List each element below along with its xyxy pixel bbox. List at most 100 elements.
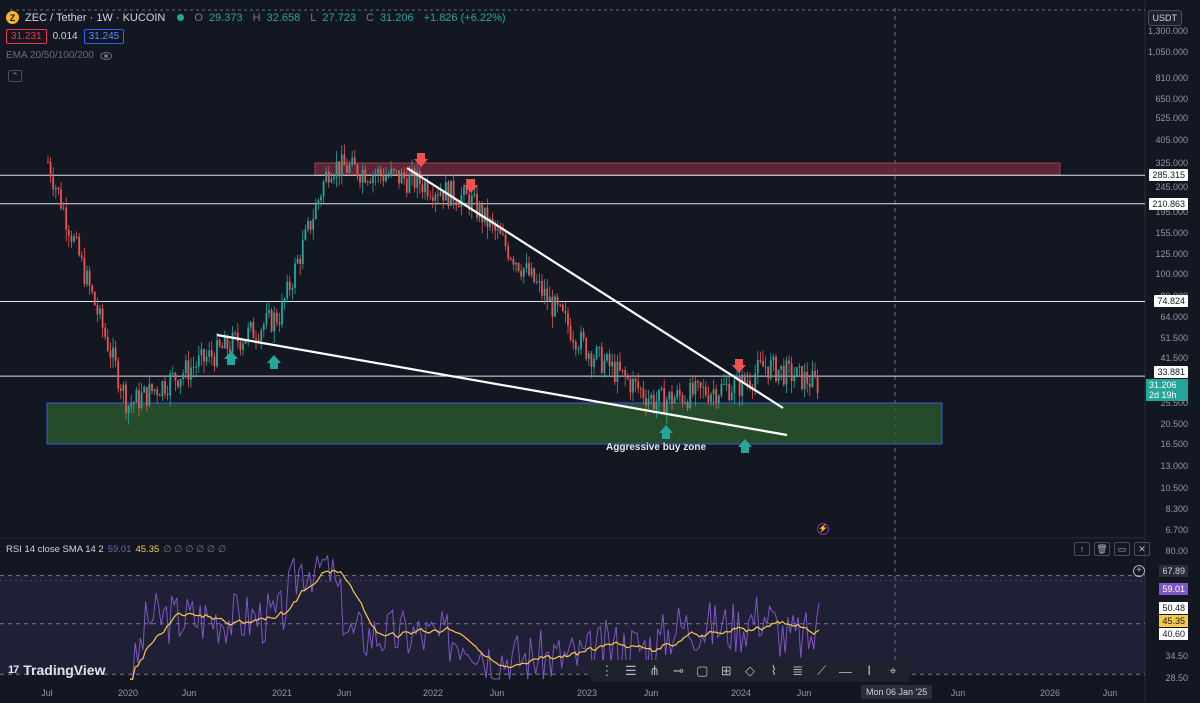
- price-axis-label: 810.000: [1155, 73, 1188, 83]
- candle-body: [109, 350, 112, 358]
- candle-body: [481, 204, 484, 223]
- candle-body: [299, 258, 302, 264]
- candle-body: [335, 161, 338, 177]
- candle-body: [811, 370, 814, 388]
- candle-body: [322, 181, 325, 197]
- candle-body: [712, 389, 715, 395]
- rsi-axis-label: 28.50: [1165, 673, 1188, 683]
- trend-line-icon[interactable]: ⟋: [816, 663, 827, 678]
- candle-body: [546, 288, 549, 302]
- horizontal-ray-icon[interactable]: ⊸: [673, 663, 684, 678]
- time-axis-label: 2023: [576, 688, 598, 698]
- candle-body: [291, 287, 294, 290]
- pin-icon[interactable]: ⌖: [889, 663, 897, 678]
- candle-body: [470, 195, 473, 210]
- ema-legend-label: EMA 20/50/100/200: [6, 50, 94, 61]
- bar-countdown: 2d 19h: [1149, 390, 1177, 400]
- measure-icon[interactable]: ⊞: [720, 663, 732, 678]
- spread-value: 0.014: [52, 31, 78, 42]
- candle-body: [509, 258, 512, 260]
- candle-body: [785, 360, 788, 385]
- candle-body: [99, 308, 101, 315]
- candle-body: [294, 263, 296, 288]
- price-axis-label: 64.000: [1160, 312, 1188, 322]
- buy-arrow-icon: [738, 439, 752, 453]
- candle-body: [512, 259, 515, 265]
- candle-body: [491, 218, 494, 224]
- candle-body: [255, 338, 257, 340]
- candle-body: [117, 360, 120, 389]
- move-pane-up-icon[interactable]: ↑: [1074, 542, 1090, 556]
- collapse-legend-button[interactable]: ⌃: [8, 70, 22, 82]
- candle-body: [468, 194, 471, 210]
- horizontal-line-icon[interactable]: —: [838, 663, 852, 679]
- candle-body: [814, 370, 816, 377]
- pitchfork-icon[interactable]: ⋔: [649, 663, 661, 678]
- candle-body: [70, 235, 73, 242]
- candle-body: [434, 194, 437, 201]
- candle-body: [151, 383, 153, 391]
- candle-body: [392, 168, 395, 171]
- upper-trend-line: [406, 167, 784, 409]
- candle-body: [268, 310, 270, 314]
- candle-body: [593, 358, 595, 367]
- candle-body: [426, 181, 429, 197]
- horizontal-lines-icon[interactable]: ☰: [624, 663, 637, 678]
- add-plus-icon[interactable]: +: [1133, 565, 1145, 577]
- candle-body: [210, 350, 213, 357]
- candle-body: [216, 339, 218, 367]
- candle-body: [208, 350, 211, 357]
- currency-button[interactable]: USDT: [1147, 10, 1182, 26]
- candle-body: [221, 345, 224, 349]
- delete-pane-icon[interactable]: 🗑: [1094, 542, 1110, 556]
- lightning-icon[interactable]: ⚡: [817, 523, 829, 535]
- candle-body: [764, 366, 767, 368]
- ema-legend[interactable]: EMA 20/50/100/200: [6, 50, 112, 61]
- candle-body: [114, 347, 117, 361]
- candle-body: [398, 170, 400, 184]
- buy-button[interactable]: 31.245: [83, 29, 125, 44]
- candle-body: [364, 169, 367, 183]
- candle-body: [598, 346, 601, 348]
- candle-body: [296, 258, 299, 264]
- symbol-title[interactable]: ZEC / Tether · 1W · KUCOIN: [25, 11, 166, 24]
- rsi-legend[interactable]: RSI 14 close SMA 14 2 59.01 45.35 ∅ ∅ ∅ …: [6, 544, 226, 555]
- candle-body: [707, 395, 710, 402]
- candle-body: [169, 373, 172, 396]
- rectangle-icon[interactable]: ▢: [696, 663, 709, 678]
- fib-icon[interactable]: ≣: [792, 663, 804, 678]
- candle-body: [73, 236, 75, 242]
- candle-body: [556, 296, 559, 305]
- candle-body: [452, 180, 455, 202]
- candle-body: [249, 322, 252, 328]
- candle-body: [637, 381, 640, 389]
- candle-body: [174, 372, 177, 381]
- sell-button[interactable]: 31.231: [6, 29, 47, 44]
- rsi-sma-line: [130, 569, 820, 680]
- candle-body: [606, 354, 608, 361]
- candle-body: [574, 341, 577, 350]
- time-axis-label: Jun: [950, 688, 966, 698]
- candle-body: [307, 220, 309, 230]
- tradingview-logo[interactable]: 17 TradingView: [8, 662, 105, 678]
- maximize-pane-icon[interactable]: ▭: [1114, 542, 1130, 556]
- path-icon[interactable]: ⌇: [770, 663, 777, 678]
- eye-hidden-icon[interactable]: [99, 51, 112, 60]
- text-tool-icon[interactable]: Ⅰ: [867, 663, 872, 678]
- drag-handle-icon[interactable]: ⋮: [600, 663, 614, 678]
- candle-body: [743, 374, 746, 382]
- candle-body: [673, 397, 676, 404]
- pattern-icon[interactable]: ◇: [744, 663, 755, 678]
- candle-body: [816, 376, 819, 393]
- candle-body: [780, 365, 783, 370]
- candle-body: [130, 404, 133, 407]
- close-pane-icon[interactable]: ✕: [1134, 542, 1150, 556]
- time-axis-label: 2020: [117, 688, 139, 698]
- candle-body: [762, 361, 764, 367]
- candle-body: [678, 390, 681, 396]
- candle-body: [676, 390, 679, 398]
- sell-arrow-icon: [464, 179, 478, 193]
- time-axis-label: Jun: [796, 688, 812, 698]
- candle-body: [704, 387, 707, 396]
